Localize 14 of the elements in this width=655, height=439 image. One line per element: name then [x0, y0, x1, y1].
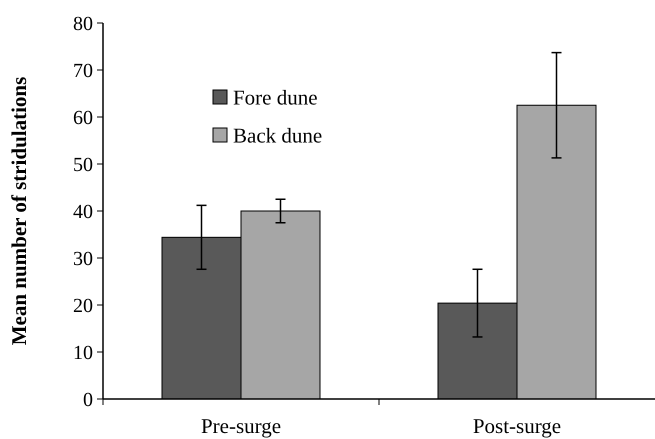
x-tick-label: Post-surge: [472, 414, 562, 438]
y-tick-label: 40: [73, 201, 93, 223]
y-tick-label: 30: [73, 248, 93, 270]
y-axis-title: Mean number of stridulations: [7, 76, 31, 346]
y-tick-label: 50: [73, 154, 93, 176]
y-tick-label: 60: [73, 107, 93, 129]
x-tick-label: Pre-surge: [200, 414, 282, 438]
y-tick-label: 0: [83, 389, 93, 411]
y-tick-label: 70: [73, 60, 93, 82]
legend-label: Fore dune: [233, 85, 318, 110]
y-tick-label: 80: [73, 13, 93, 35]
legend-label: Back dune: [233, 123, 322, 148]
y-tick-label: 20: [73, 295, 93, 317]
y-tick-label: 10: [73, 342, 93, 364]
